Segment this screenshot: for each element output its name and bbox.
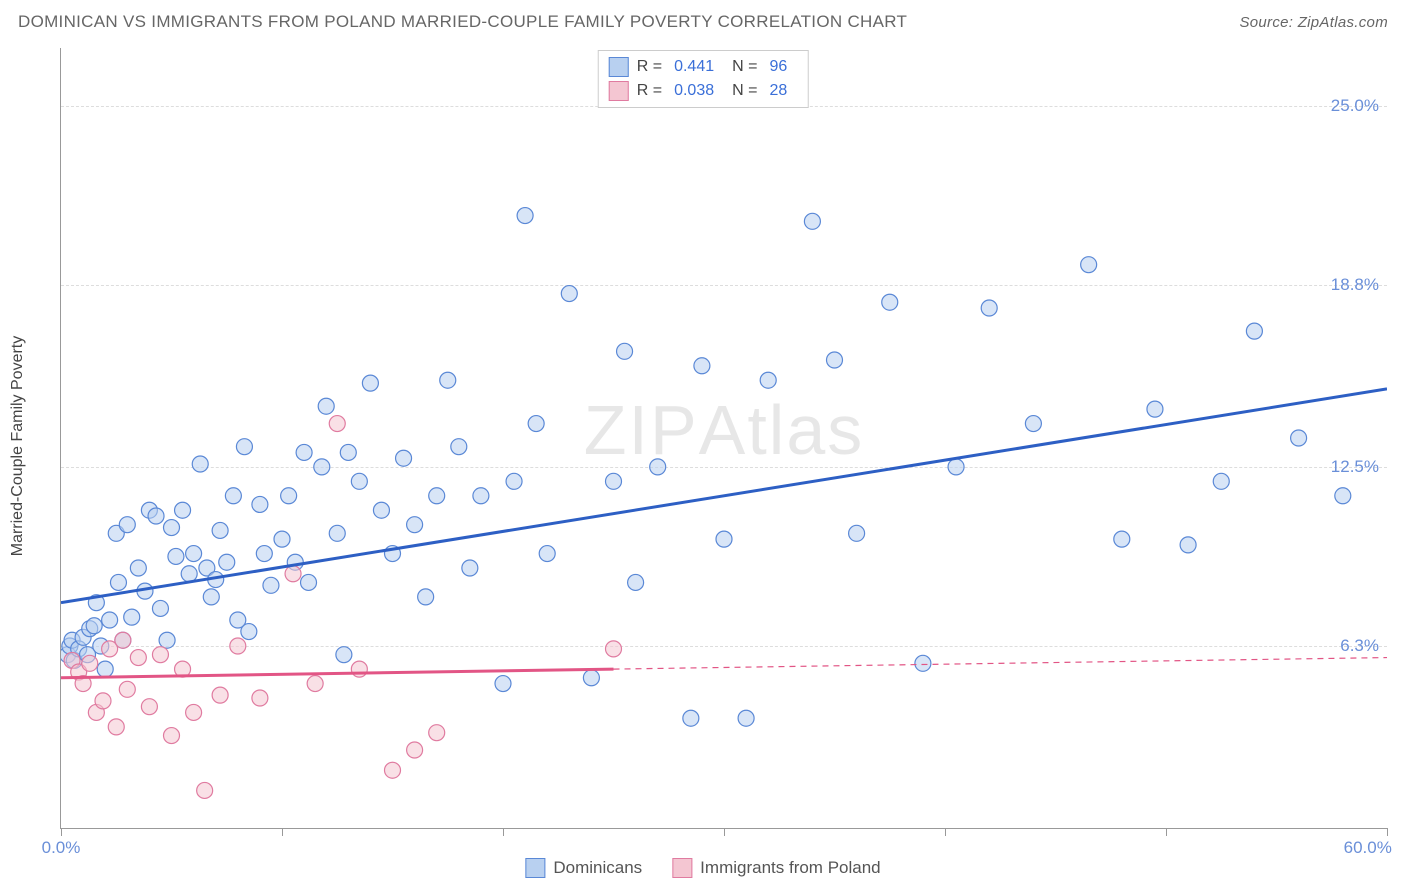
legend-row-dominicans: R = 0.441 N = 96: [609, 55, 798, 79]
n-value-dominicans: 96: [769, 58, 787, 76]
legend-row-poland: R = 0.038 N = 28: [609, 79, 798, 103]
swatch-dominicans: [609, 57, 629, 77]
title-bar: DOMINICAN VS IMMIGRANTS FROM POLAND MARR…: [18, 12, 1388, 32]
source-label: Source: ZipAtlas.com: [1239, 14, 1388, 31]
r-value-dominicans: 0.441: [674, 58, 714, 76]
swatch-poland-bottom: [672, 858, 692, 878]
r-value-poland: 0.038: [674, 82, 714, 100]
legend-correlation: R = 0.441 N = 96 R = 0.038 N = 28: [598, 50, 809, 108]
x-axis-start: 0.0%: [42, 838, 81, 858]
swatch-poland: [609, 81, 629, 101]
scatter-chart: [61, 48, 1387, 828]
legend-item-poland: Immigrants from Poland: [672, 858, 880, 878]
legend-item-dominicans: Dominicans: [525, 858, 642, 878]
swatch-dominicans-bottom: [525, 858, 545, 878]
x-axis-end: 60.0%: [1344, 838, 1392, 858]
chart-title: DOMINICAN VS IMMIGRANTS FROM POLAND MARR…: [18, 12, 907, 32]
plot-area: ZIPAtlas 6.3%12.5%18.8%25.0% 0.0% 60.0%: [60, 48, 1387, 829]
legend-series: Dominicans Immigrants from Poland: [525, 858, 880, 878]
y-axis-label: Married-Couple Family Poverty: [9, 336, 27, 557]
n-value-poland: 28: [769, 82, 787, 100]
